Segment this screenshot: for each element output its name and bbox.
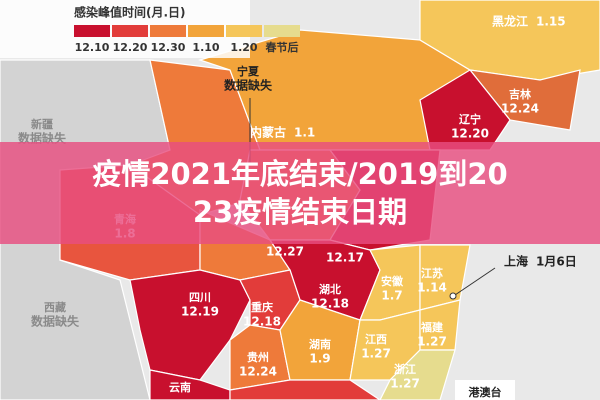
legend-label: 12.10: [75, 41, 110, 54]
region-name: 四川: [189, 291, 211, 304]
leader-line: [454, 267, 496, 296]
region-name: 浙江: [394, 362, 416, 376]
region-name: 云南: [169, 380, 191, 394]
region-name: 吉林: [509, 87, 531, 101]
legend-label: 12.30: [151, 41, 186, 54]
region-value: 12.20: [451, 127, 489, 141]
region-value: 1.27: [417, 335, 447, 349]
hk-box: [455, 380, 515, 400]
region-value: 1.7: [381, 289, 402, 303]
legend-swatch: [226, 25, 262, 37]
region-name: 江苏: [421, 266, 443, 280]
region-value: 12.24: [239, 365, 277, 379]
legend-swatch: [188, 25, 224, 37]
region-value: 12.18: [311, 297, 349, 311]
region-value: 数据缺失: [18, 131, 67, 146]
region-value: 12.27: [266, 245, 304, 259]
region-name: 西藏: [44, 300, 66, 314]
legend-label: 春节后: [266, 40, 299, 54]
legend-swatch: [112, 25, 148, 37]
region-name: 宁夏: [237, 64, 260, 78]
region-value: 数据缺失: [31, 314, 80, 329]
legend-label: 1.20: [230, 41, 257, 54]
legend-swatch: [74, 25, 110, 37]
region-name: 内蒙古: [250, 125, 286, 140]
region-value: 1.27: [390, 377, 420, 391]
banner-title: 疫情2021年底结束/2019到2023疫情结束日期: [92, 157, 508, 229]
legend-title: 感染峰值时间(月.日): [74, 5, 186, 20]
shanghai-marker: [449, 292, 457, 300]
region-name: 上海: [504, 254, 528, 269]
region-value: 1.1: [294, 126, 315, 140]
legend-label: 1.10: [192, 41, 219, 54]
legend-swatch: [150, 25, 186, 37]
region-value: 1.14: [417, 281, 447, 295]
region-name: 新疆: [31, 117, 53, 131]
region-name: 辽宁: [459, 112, 481, 126]
region-name: 黑龙江: [492, 14, 528, 29]
region-value: 1.15: [536, 15, 566, 29]
region-value: 12.19: [181, 305, 219, 319]
region-name: 安徽: [381, 274, 404, 288]
region-name: 江西: [365, 332, 387, 346]
region-value: 1.27: [361, 347, 391, 361]
legend-label: 12.20: [113, 41, 148, 54]
region-value: 1月6日: [536, 255, 577, 269]
region-name: 湖北: [319, 282, 341, 296]
region-name: 湖南: [309, 337, 331, 351]
region-name: 港澳台: [469, 385, 502, 399]
region-value: 12.24: [501, 102, 539, 116]
banner: 疫情2021年底结束/2019到2023疫情结束日期: [0, 142, 600, 244]
region-name: 福建: [420, 320, 444, 334]
region-value: 数据缺失: [224, 78, 273, 93]
region-value: 12.17: [326, 251, 364, 265]
region-name: 贵州: [247, 350, 269, 364]
region-value: 1.9: [309, 352, 330, 366]
region-value: 12.18: [243, 315, 281, 329]
legend-swatch: [264, 25, 300, 37]
region-name: 重庆: [251, 300, 273, 314]
